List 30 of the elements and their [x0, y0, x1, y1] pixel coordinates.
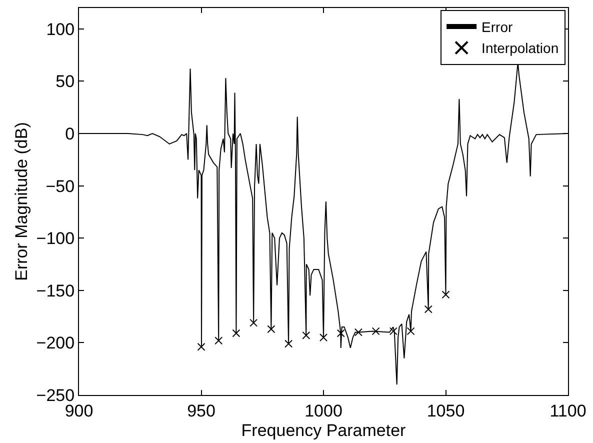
point	[389, 327, 398, 336]
point	[424, 305, 432, 314]
point	[214, 336, 223, 345]
point	[302, 331, 310, 340]
y-tick-label: −100	[36, 229, 75, 248]
x-tick-label: 950	[187, 401, 216, 420]
x-tick-label: 1100	[550, 401, 586, 420]
y-tick-label: 50	[56, 72, 75, 92]
y-tick-label: 100	[46, 20, 75, 39]
legend-label: Interpolation	[482, 40, 559, 56]
y-tick-label: 0	[65, 124, 75, 144]
point	[336, 329, 345, 338]
y-tick-label: −150	[36, 281, 75, 300]
x-tick-label: 1050	[426, 401, 465, 420]
point	[284, 340, 293, 348]
y-axis-title: Error Magnitude (dB)	[12, 122, 31, 281]
x-axis-title: Frequency Parameter	[241, 420, 406, 440]
point	[354, 328, 362, 336]
point	[320, 333, 328, 342]
point	[406, 327, 415, 336]
point	[250, 318, 258, 327]
point	[442, 290, 450, 299]
point	[197, 342, 206, 351]
point	[372, 327, 380, 336]
y-tick-label: −200	[36, 334, 75, 353]
point	[232, 329, 240, 338]
x-tick-label: 1000	[304, 401, 342, 420]
point	[267, 325, 276, 334]
y-tick-label: −50	[46, 176, 75, 196]
legend-label: Error	[482, 18, 514, 35]
